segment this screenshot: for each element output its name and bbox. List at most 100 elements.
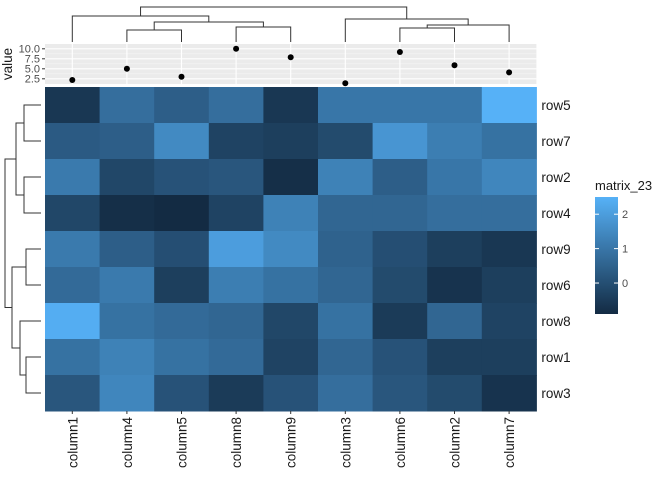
legend-title: matrix_23 — [595, 178, 652, 193]
heatmap-cell-row1-column9 — [263, 339, 319, 376]
row-label-row6: row6 — [541, 278, 570, 293]
dendrogram-link — [71, 15, 210, 42]
heatmap-cell-row6-column1 — [45, 267, 101, 304]
heatmap-cell-row7-column8 — [208, 123, 264, 160]
heatmap-cell-row5-column2 — [427, 87, 483, 124]
annotation-point-column4 — [123, 65, 130, 72]
column-labels: column1 column4 column5 column8 column9 colum… — [65, 411, 517, 468]
heatmap-cell-row5-column6 — [372, 87, 428, 124]
heatmap-cell-row4-column9 — [263, 195, 319, 232]
heatmap-cell-row5-column8 — [208, 87, 264, 124]
heatmap-cell-row4-column1 — [45, 195, 101, 232]
annotation-point-column7 — [506, 69, 513, 76]
heatmap-cell-row8-column5 — [154, 303, 210, 340]
heatmap-cell-row4-column2 — [427, 195, 483, 232]
dendrogram-link — [4, 158, 16, 308]
heatmap-cells — [45, 87, 537, 412]
column-label-column7: column7 — [502, 417, 517, 468]
row-label-row1: row1 — [541, 350, 570, 365]
heatmap-cell-row5-column7 — [481, 87, 537, 124]
heatmap-cell-row3-column2 — [427, 375, 483, 412]
heatmap-cell-row3-column9 — [263, 375, 319, 412]
heatmap-cell-row2-column9 — [263, 159, 319, 196]
heatmap-cell-row3-column3 — [318, 375, 374, 412]
row-label-row2: row2 — [541, 170, 570, 185]
heatmap-cell-row2-column7 — [481, 159, 537, 196]
row-label-row3: row3 — [541, 386, 570, 401]
heatmap-cell-row1-column5 — [154, 339, 210, 376]
heatmap-cell-row7-column4 — [99, 123, 155, 160]
heatmap-cell-row3-column4 — [99, 375, 155, 412]
column-label-column4: column4 — [120, 417, 135, 469]
column-dendrogram — [71, 6, 510, 42]
heatmap-cell-row8-column2 — [427, 303, 483, 340]
dendrogram-link — [399, 27, 455, 42]
heatmap-cell-row2-column4 — [99, 159, 155, 196]
heatmap-cell-row1-column3 — [318, 339, 374, 376]
column-label-column6: column6 — [393, 417, 408, 468]
heatmap-cell-row6-column4 — [99, 267, 155, 304]
heatmap-cell-row8-column3 — [318, 303, 374, 340]
heatmap-cell-row7-column2 — [427, 123, 483, 160]
heatmap-cell-row5-column9 — [263, 87, 319, 124]
heatmap-cell-row4-column5 — [154, 195, 210, 232]
heatmap-cell-row6-column8 — [208, 267, 264, 304]
dendrogram-link — [15, 122, 24, 196]
heatmap-cell-row2-column1 — [45, 159, 101, 196]
dendrogram-link — [235, 26, 292, 42]
row-labels: row5 row7 row2 row4 row9 row6 row8 row1 row3 — [541, 98, 571, 401]
heatmap-cell-row5-column1 — [45, 87, 101, 124]
legend-tick-label: 1 — [622, 244, 628, 256]
heatmap-cell-row5-column5 — [154, 87, 210, 124]
heatmap-cell-row9-column1 — [45, 231, 101, 268]
row-label-row8: row8 — [541, 314, 570, 329]
top-annotation-panel: 2.55.07.510.0 value — [0, 43, 537, 87]
heatmap-cell-row7-column7 — [481, 123, 537, 160]
heatmap-cell-row8-column9 — [263, 303, 319, 340]
heatmap-cell-row6-column3 — [318, 267, 374, 304]
heatmap-cell-row9-column3 — [318, 231, 374, 268]
color-legend: matrix_23 2 1 0 — [595, 178, 652, 314]
dendrogram-link — [126, 29, 182, 42]
annotation-tick-label: 10.0 — [19, 43, 40, 55]
dendrogram-link — [23, 176, 41, 214]
row-dendrogram — [4, 104, 41, 394]
heatmap-cell-row3-column8 — [208, 375, 264, 412]
dendrogram-link — [25, 356, 41, 394]
annotation-point-column1 — [69, 77, 76, 83]
annotation-tick-label: 5.0 — [25, 63, 40, 75]
heatmap-cell-row9-column9 — [263, 231, 319, 268]
heatmap-cell-row4-column6 — [372, 195, 428, 232]
heatmap-cell-row3-column1 — [45, 375, 101, 412]
row-label-row5: row5 — [541, 98, 570, 113]
annotation-tick-label: 7.5 — [25, 53, 40, 65]
dendrogram-link — [23, 104, 41, 142]
dendrogram-link — [153, 21, 264, 30]
heatmap-cell-row3-column5 — [154, 375, 210, 412]
dendrogram-link — [25, 248, 41, 286]
heatmap-cell-row4-column8 — [208, 195, 264, 232]
annotation-ylabel: value — [0, 48, 15, 80]
heatmap-cell-row4-column4 — [99, 195, 155, 232]
heatmap-cell-row2-column3 — [318, 159, 374, 196]
heatmap-cell-row1-column7 — [481, 339, 537, 376]
annotation-point-column2 — [451, 62, 458, 69]
heatmap-cell-row6-column6 — [372, 267, 428, 304]
column-label-column9: column9 — [284, 417, 299, 468]
dendrogram-link — [140, 6, 408, 19]
heatmap-cell-row6-column7 — [481, 267, 537, 304]
heatmap-cell-row4-column7 — [481, 195, 537, 232]
column-label-column5: column5 — [175, 417, 190, 468]
heatmap-cell-row7-column1 — [45, 123, 101, 160]
annotation-point-column6 — [396, 49, 403, 55]
column-label-column8: column8 — [229, 417, 244, 468]
column-label-column1: column1 — [65, 417, 80, 468]
dendrogram-link — [11, 266, 26, 349]
heatmap-cell-row7-column6 — [372, 123, 428, 160]
dendrogram-link — [19, 320, 41, 376]
annotation-point-column9 — [287, 54, 294, 61]
heatmap-cell-row5-column3 — [318, 87, 374, 124]
heatmap-cell-row6-column2 — [427, 267, 483, 304]
column-label-column3: column3 — [338, 417, 353, 468]
